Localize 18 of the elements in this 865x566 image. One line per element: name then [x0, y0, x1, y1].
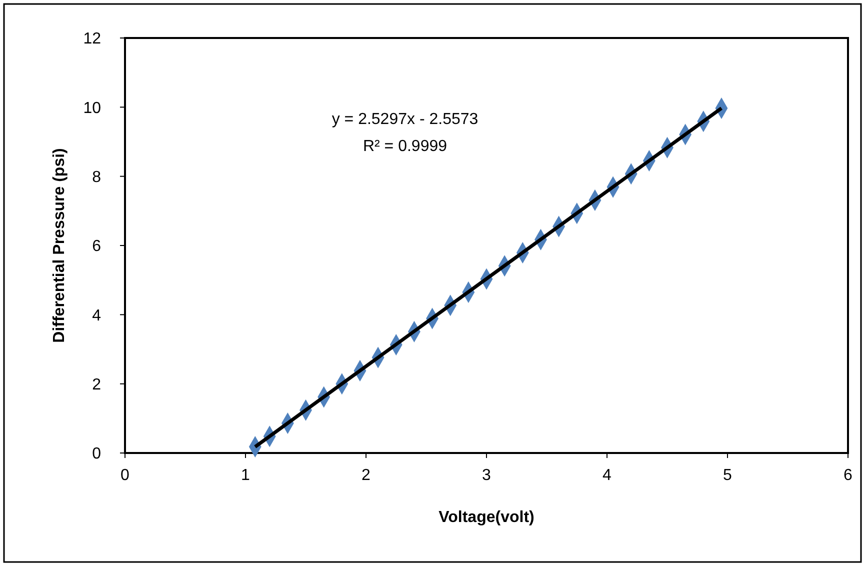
x-tick-label: 4 [602, 467, 612, 484]
x-tick-label: 0 [120, 467, 130, 484]
x-tick-label: 1 [241, 467, 250, 484]
x-axis-title: Voltage(volt) [438, 509, 534, 526]
y-tick-label: 8 [92, 168, 102, 186]
y-axis-title: Differential Pressure (psi) [51, 148, 68, 343]
y-tick-label: 6 [92, 238, 102, 256]
x-tick-label: 2 [362, 467, 371, 484]
annotation: y = 2.5297x - 2.5573 [332, 111, 478, 128]
y-tick-label: 10 [83, 100, 102, 117]
y-tick-label: 4 [92, 307, 102, 324]
y-tick-label: 2 [92, 376, 102, 394]
x-tick-label: 3 [482, 467, 492, 484]
y-tick-label: 12 [83, 30, 102, 48]
x-tick-label: 6 [844, 467, 853, 484]
x-tick-label: 5 [723, 467, 732, 484]
y-tick-label: 0 [92, 446, 102, 463]
annotation: R² = 0.9999 [362, 138, 448, 155]
